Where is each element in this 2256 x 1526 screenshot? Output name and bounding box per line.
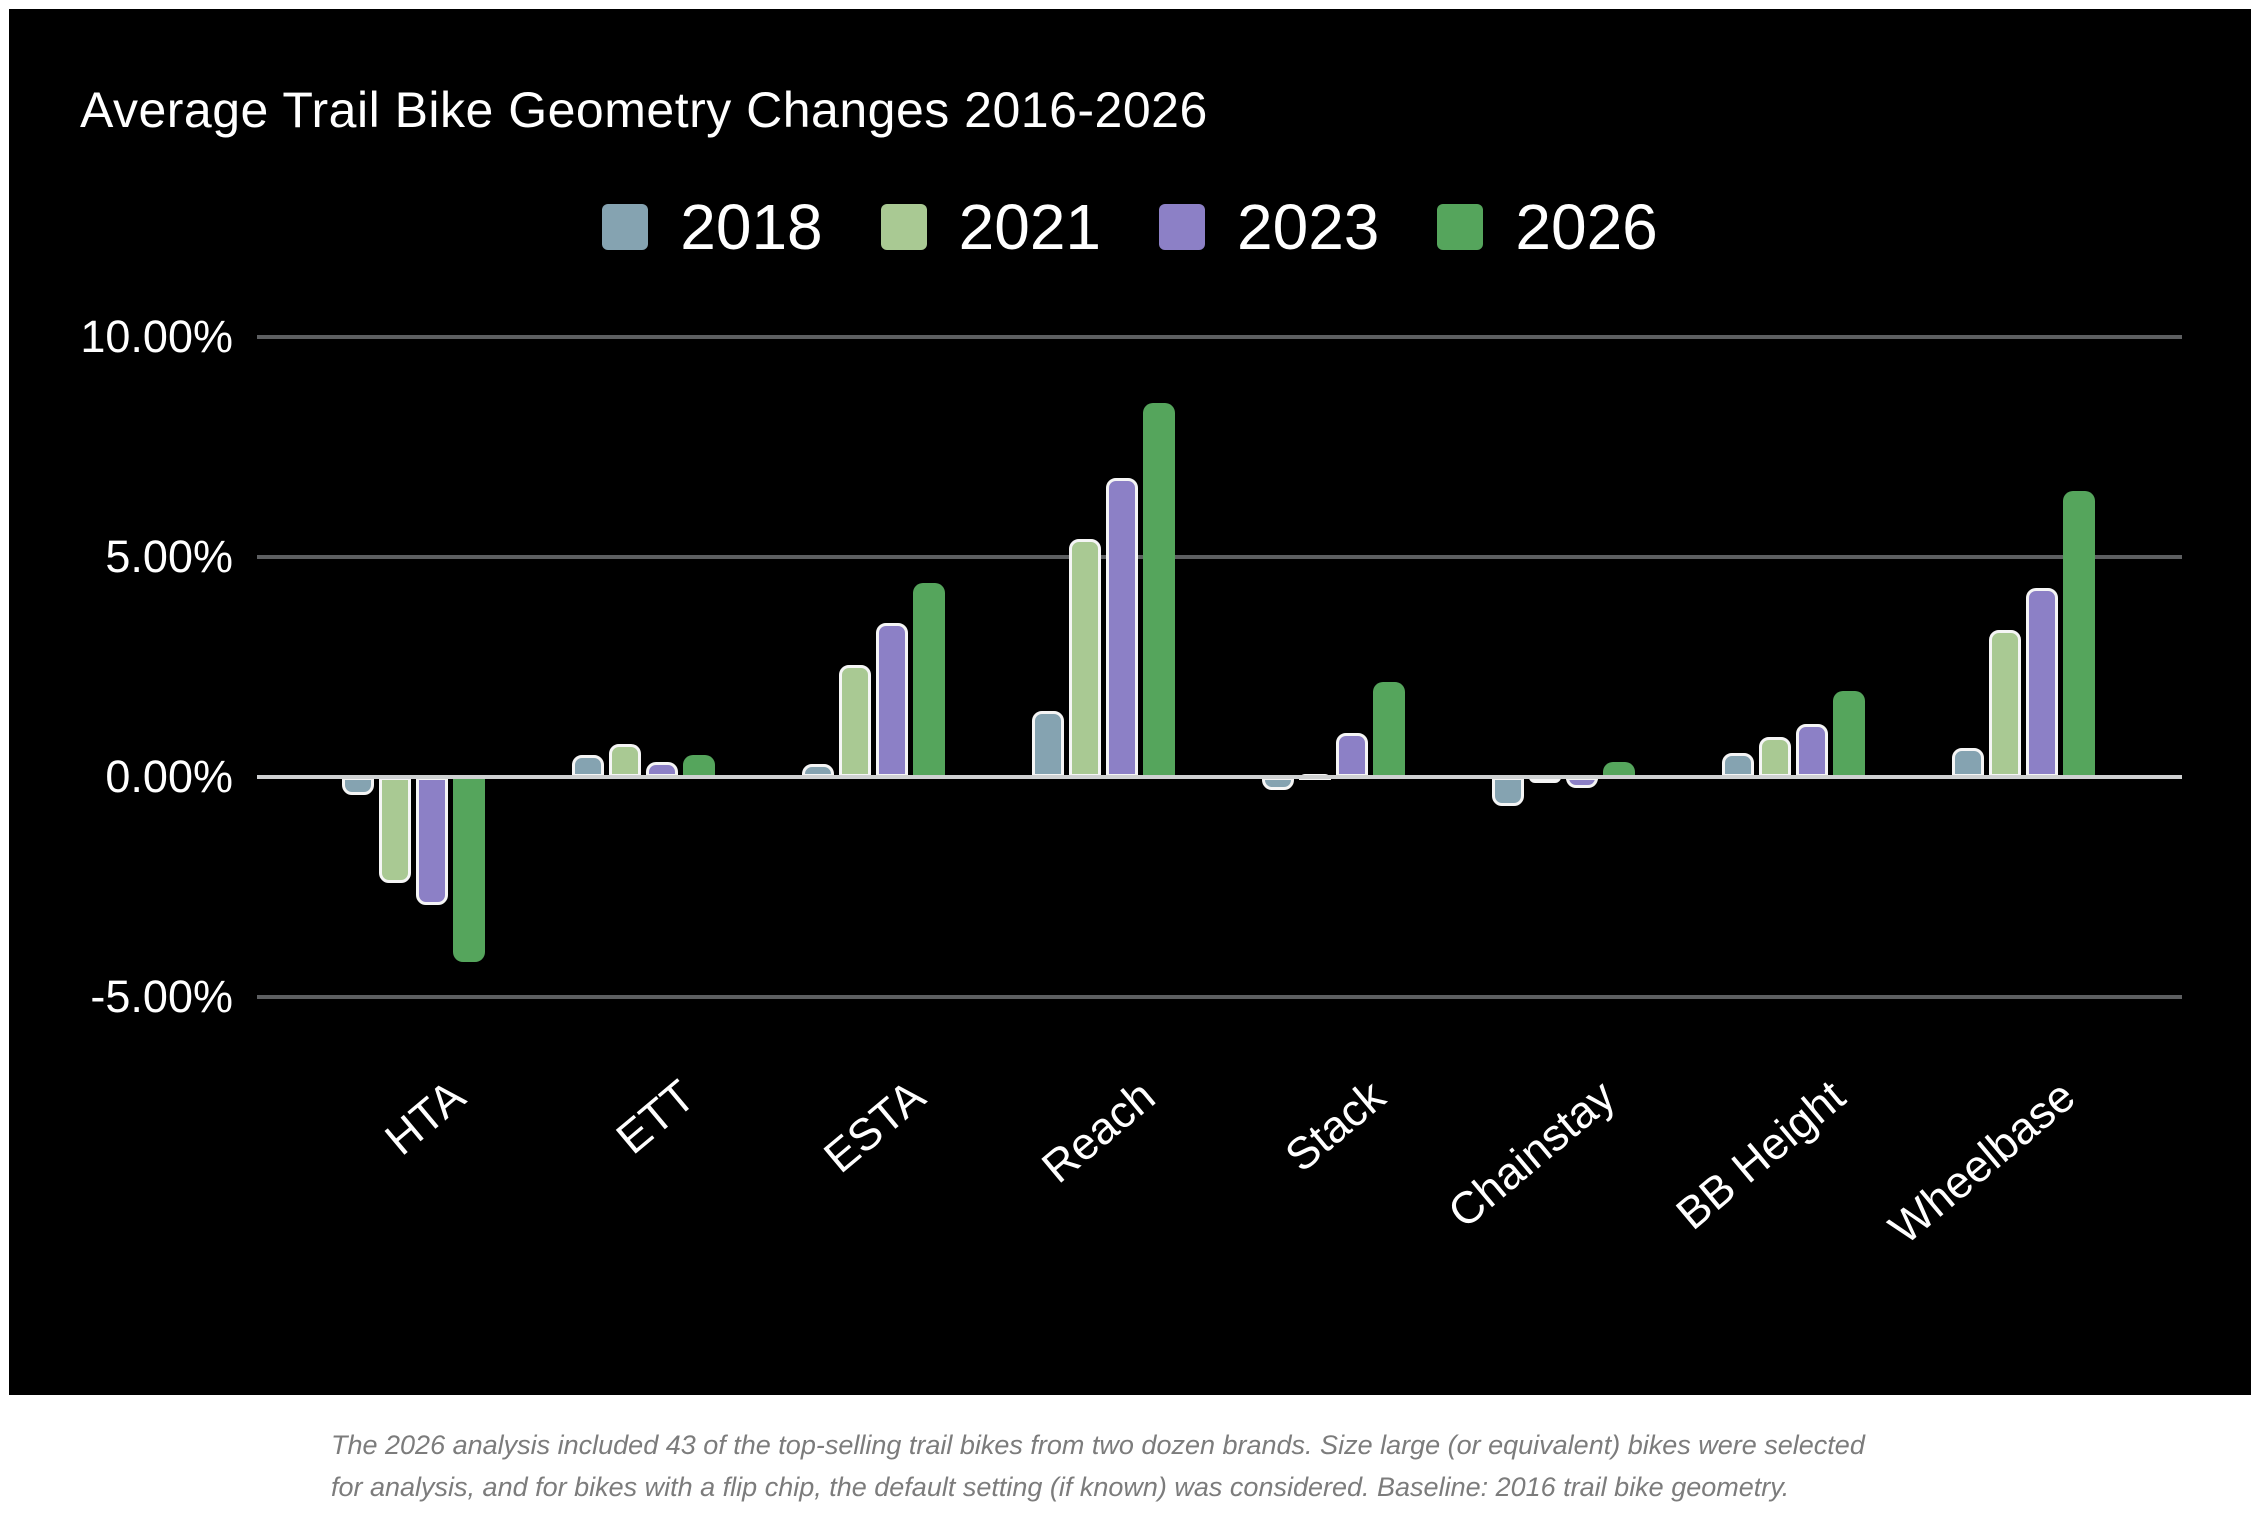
bar-2026-BB Height (1832, 691, 1865, 777)
y-axis-tick-label: 0.00% (105, 751, 233, 802)
bar-2026-Reach (1142, 403, 1175, 777)
y-axis-tick-label: -5.00% (90, 971, 233, 1022)
legend-swatch-2018 (602, 204, 649, 250)
bar-2021-Reach (1068, 539, 1101, 777)
gridline (257, 995, 2182, 999)
legend: 2018 2021 2023 2026 (9, 195, 2251, 259)
bar-2018-Chainstay (1491, 777, 1524, 806)
x-axis-category-label: HTA (375, 1069, 475, 1165)
legend-label: 2026 (1515, 191, 1658, 263)
x-axis-category-label: ESTA (814, 1069, 935, 1183)
bar-2026-Chainstay (1602, 761, 1635, 777)
x-axis-category-label: ETT (606, 1069, 705, 1164)
bar-2023-HTA (415, 777, 448, 905)
bar-2023-Reach (1105, 477, 1138, 777)
bar-2021-ESTA (838, 664, 871, 777)
bar-2023-Stack (1335, 733, 1368, 777)
bar-2018-BB Height (1721, 752, 1754, 777)
plot-area: 10.00% 5.00% 0.00% -5.00% HTA ETT ESTA Reach Sta… (9, 9, 2251, 1395)
legend-label: 2021 (958, 191, 1101, 263)
gridline (257, 555, 2182, 559)
zero-gridline (257, 775, 2182, 779)
legend-item-2023: 2023 (1159, 195, 1379, 259)
y-axis-tick-label: 5.00% (105, 531, 233, 582)
gridline (257, 335, 2182, 339)
bar-2018-Reach (1031, 711, 1064, 777)
bar-2026-Stack (1372, 682, 1405, 777)
legend-label: 2018 (680, 191, 823, 263)
legend-swatch-2021 (880, 204, 927, 250)
chart-title: Average Trail Bike Geometry Changes 2016… (80, 82, 1208, 138)
y-axis-tick-label: 10.00% (80, 311, 233, 362)
caption-line-2: for analysis, and for bikes with a flip … (331, 1472, 1790, 1502)
bar-2018-HTA (341, 777, 374, 795)
bar-2023-BB Height (1795, 724, 1828, 777)
x-axis-category-label: Reach (1031, 1069, 1165, 1193)
x-axis-category-label: Chainstay (1438, 1069, 1625, 1238)
legend-swatch-2023 (1159, 204, 1205, 250)
bar-2018-Wheelbase (1951, 748, 1984, 777)
legend-item-2021: 2021 (880, 191, 1101, 263)
caption-line-1: The 2026 analysis included 43 of the top… (331, 1430, 1865, 1460)
chart-caption: The 2026 analysis included 43 of the top… (331, 1424, 1971, 1508)
legend-item-2026: 2026 (1437, 191, 1658, 263)
bar-2021-Wheelbase (1988, 629, 2021, 777)
x-axis-category-label: BB Height (1666, 1069, 1855, 1240)
bar-2018-ETT (571, 755, 604, 777)
legend-label: 2023 (1237, 191, 1380, 263)
legend-swatch-2026 (1437, 204, 1484, 250)
bar-2021-BB Height (1758, 737, 1791, 777)
bar-2026-Wheelbase (2062, 491, 2095, 777)
chart-panel: Average Trail Bike Geometry Changes 2016… (9, 9, 2251, 1395)
x-axis-category-label: Wheelbase (1879, 1069, 2085, 1254)
bar-2026-HTA (452, 777, 485, 962)
legend-item-2018: 2018 (602, 191, 823, 263)
bar-2021-HTA (378, 777, 411, 883)
x-axis-category-label: Stack (1275, 1069, 1395, 1182)
bar-2021-ETT (608, 744, 641, 777)
bar-2026-ETT (682, 755, 715, 777)
bar-2023-Wheelbase (2025, 587, 2058, 777)
bar-2023-ESTA (875, 623, 908, 777)
bar-2026-ESTA (912, 583, 945, 777)
